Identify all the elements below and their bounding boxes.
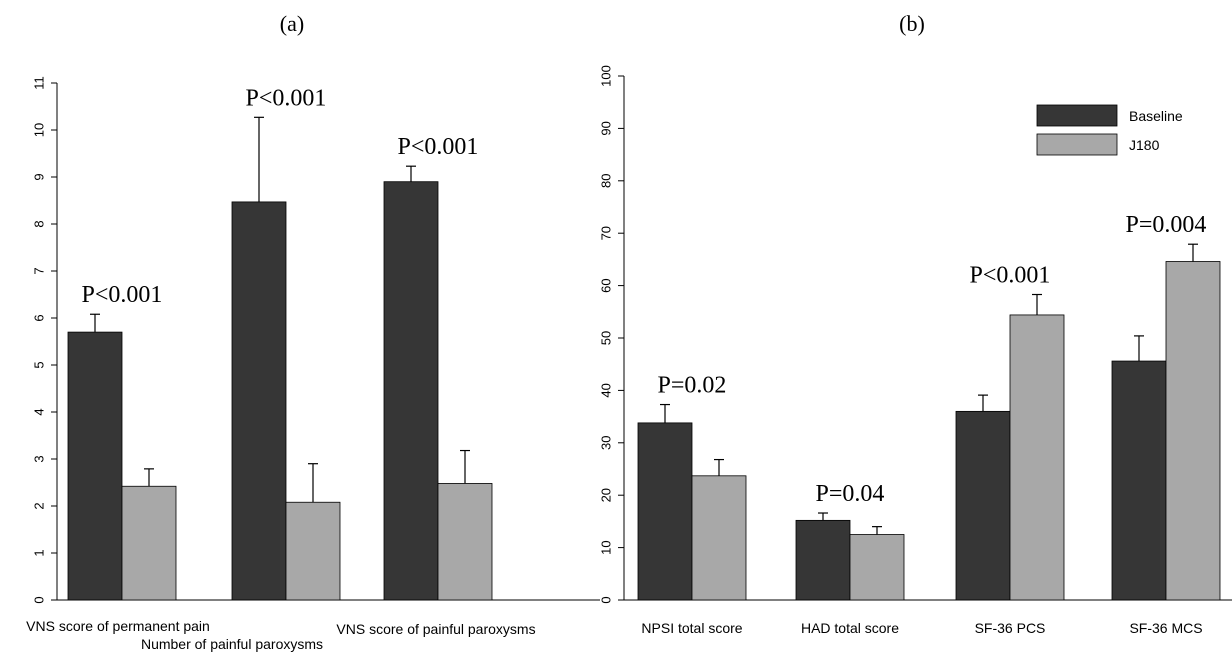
panel-b-category-label-2: SF-36 PCS [975,620,1046,636]
panel-b-y-tick-label: 70 [598,226,613,240]
legend-label-j180: J180 [1129,137,1160,153]
panel-b-label: (b) [899,11,925,36]
legend-swatch-baseline [1036,104,1118,127]
panel-a-bars [67,181,493,601]
panel-a-y-tick-label: 11 [31,76,46,90]
panel-b-y-tick-label: 60 [598,278,613,292]
panel-a-bar-baseline-0 [67,331,123,601]
panel-b-bar-baseline-2 [955,410,1011,601]
panel-b-y-tick-label: 10 [598,540,613,554]
panel-a-annotations: P<0.001 P<0.001 P<0.001 [82,85,479,308]
panel-b-category-label-1: HAD total score [801,620,899,636]
panel-b-y-tick-label: 0 [598,596,613,603]
panel-a-label: (a) [280,11,304,36]
legend-label-baseline: Baseline [1129,108,1183,124]
panel-a-pvalue-2: P<0.001 [398,134,479,160]
panel-b-y-tick-label: 30 [598,436,613,450]
panel-b-pvalue-1: P=0.04 [816,481,885,507]
panel-b-pvalue-2: P<0.001 [970,263,1051,289]
panel-b-y-tick-label: 100 [598,65,613,87]
panel-a-bar-j180-2 [437,483,493,601]
panel-b-bar-j180-2 [1009,314,1065,601]
panel-a-bar-baseline-2 [383,181,439,601]
panel-b-y-tick-label: 80 [598,174,613,188]
legend-swatch-j180 [1036,133,1118,156]
panel-b-category-label-3: SF-36 MCS [1129,620,1202,636]
panel-b-y-tick-label: 50 [598,331,613,345]
panel-b-category-labels: NPSI total score HAD total score SF-36 PCS… [641,620,1202,636]
panel-b-bar-j180-0 [691,475,747,601]
panel-b-bar-baseline-1 [795,519,851,601]
panel-b-bar-baseline-3 [1111,360,1167,601]
panel-b-category-label-0: NPSI total score [641,620,742,636]
panel-a-errorbars [90,116,470,503]
panel-b-pvalue-3: P=0.004 [1126,212,1207,238]
panel-a-category-label-1: Number of painful paroxysms [141,636,323,652]
panel-b-pvalue-0: P=0.02 [658,373,727,399]
panel-a-category-label-2: VNS score of painful paroxysms [336,621,535,637]
panel-a-bar-j180-0 [121,485,177,601]
panel-b-y-tick-label: 40 [598,383,613,397]
panel-b-annotations: P=0.02 P=0.04 P<0.001 P=0.004 [658,212,1207,507]
panel-a-bar-j180-1 [285,501,341,601]
panel-a-y-tick-label: 4 [31,408,46,415]
panel-a-y-tick-label: 2 [31,502,46,509]
panel-a-y-tick-label: 1 [31,549,46,556]
panel-a-y-tick-label: 8 [31,220,46,227]
panel-a-y-tick-label: 5 [31,361,46,368]
panel-a-bar-baseline-1 [231,201,287,601]
panel-b-bar-j180-1 [849,534,905,601]
panel-b-y-tick-label: 90 [598,121,613,135]
panel-b-bar-j180-3 [1165,261,1221,601]
panel-a-y-tick-label: 10 [31,123,46,137]
panel-b-legend: Baseline J180 [1036,104,1183,156]
panel-a-y-tick-label: 9 [31,173,46,180]
panel-a-pvalue-0: P<0.001 [82,282,163,308]
panel-b-y-tick-label: 20 [598,488,613,502]
panel-a-category-label-0: VNS score of permanent pain [26,618,210,634]
panel-a-y-tick-label: 0 [31,596,46,603]
panel-b-bars [637,261,1221,601]
panel-a-pvalue-1: P<0.001 [246,85,327,111]
panel-a-category-labels: VNS score of permanent pain Number of pai… [26,618,535,652]
panel-b-errorbars [660,243,1198,535]
panel-b-bar-baseline-0 [637,422,693,601]
panel-a-y-tick-label: 6 [31,314,46,321]
panel-a-y-tick-label: 7 [31,267,46,274]
panel-a-y-tick-label: 3 [31,455,46,462]
